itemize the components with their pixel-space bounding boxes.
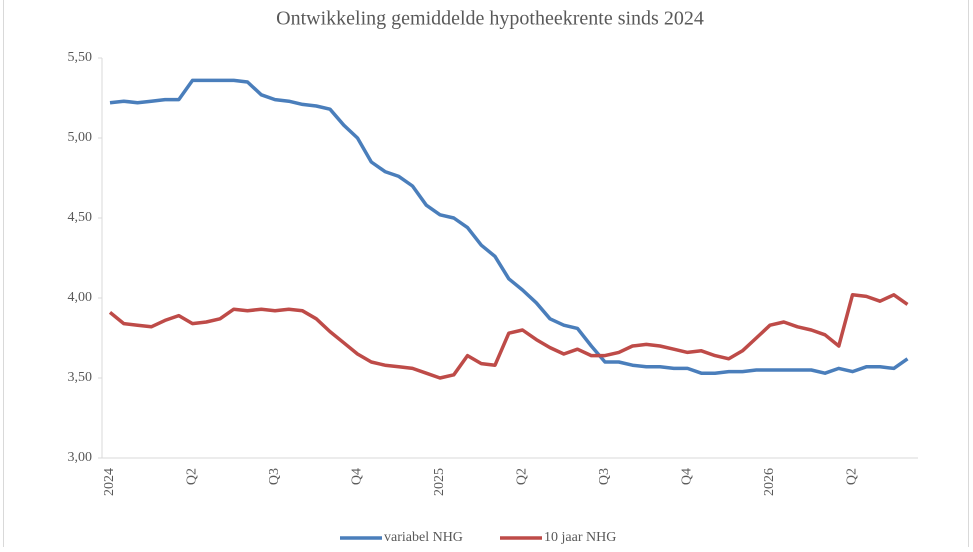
series-line (109, 78, 909, 375)
legend-label: 10 jaar NHG (544, 530, 616, 545)
x-tick-label: Q2 (515, 468, 530, 485)
x-tick-label: Q4 (350, 468, 365, 485)
y-tick-label: 4,00 (68, 290, 93, 305)
y-tick-label: 3,50 (68, 370, 93, 385)
chart-title: Ontwikkeling gemiddelde hypotheekrente s… (276, 8, 704, 30)
x-tick-label: Q2 (185, 468, 200, 485)
x-tick-label: 2026 (762, 468, 777, 496)
y-tick-label: 5,00 (68, 130, 93, 145)
legend-label: variabel NHG (384, 530, 463, 545)
x-tick-label: 2024 (102, 468, 117, 496)
x-tick-label: 2025 (432, 468, 447, 496)
x-tick-label: Q4 (680, 468, 695, 485)
y-tick-label: 3,00 (68, 450, 93, 465)
x-tick-label: Q2 (845, 468, 860, 485)
y-tick-label: 4,50 (68, 210, 93, 225)
x-tick-label: Q3 (267, 468, 282, 485)
y-tick-label: 5,50 (68, 50, 93, 65)
x-tick-label: Q3 (597, 468, 612, 485)
chart-frame (3, 0, 969, 552)
series-line (108, 293, 909, 380)
